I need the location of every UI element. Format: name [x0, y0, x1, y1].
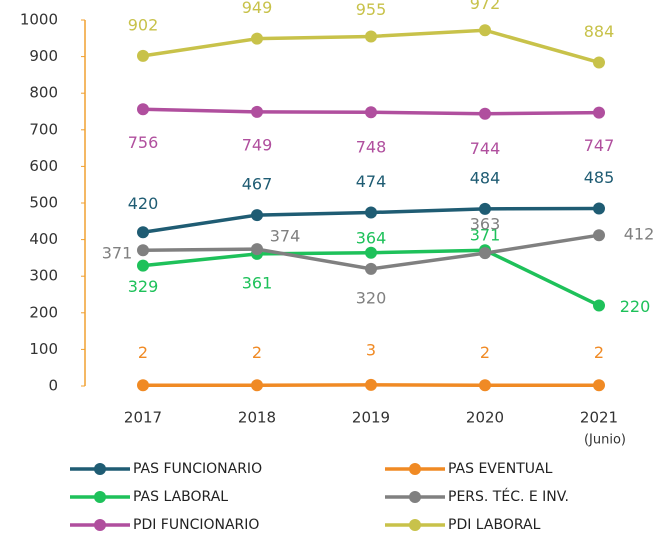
data-point [137, 259, 149, 272]
data-point [365, 206, 377, 219]
data-point [479, 379, 491, 392]
legend-label: PERS. TÉC. E INV. [448, 488, 569, 505]
data-label: 220 [620, 297, 651, 316]
data-point [137, 244, 149, 257]
legend-label: PAS FUNCIONARIO [133, 461, 262, 477]
data-label: 2 [480, 343, 490, 362]
legend-marker [409, 463, 421, 475]
data-label: 972 [470, 0, 501, 13]
legend-marker [409, 519, 421, 531]
data-label: 361 [242, 273, 273, 292]
y-tick-label: 0 [48, 377, 58, 395]
x-tick-label: 2019 [352, 409, 390, 427]
data-point [137, 379, 149, 392]
y-tick-label: 600 [29, 157, 58, 175]
data-label: 744 [470, 139, 501, 158]
legend-marker [409, 491, 421, 503]
data-point [593, 299, 605, 312]
legend-marker [94, 519, 106, 531]
data-label: 949 [242, 0, 273, 17]
data-point [593, 379, 605, 392]
x-category-note: (Junio) [584, 433, 626, 448]
data-label: 412 [624, 225, 655, 244]
data-point [479, 107, 491, 120]
legend-marker [94, 463, 106, 475]
y-tick-label: 100 [29, 340, 58, 358]
legend-label: PAS LABORAL [133, 489, 228, 505]
data-point [251, 105, 263, 118]
data-label: 748 [356, 138, 387, 157]
legend-label: PDI LABORAL [448, 517, 541, 533]
data-label: 902 [128, 15, 159, 34]
x-tick-label: 2017 [124, 409, 162, 427]
data-point [593, 106, 605, 119]
y-tick-label: 900 [29, 47, 58, 65]
data-label: 3 [366, 340, 376, 359]
legend-marker [94, 491, 106, 503]
data-label: 485 [584, 168, 615, 187]
data-point [365, 30, 377, 43]
data-label: 884 [584, 22, 615, 41]
data-point [479, 24, 491, 37]
data-label: 756 [128, 133, 159, 152]
data-point [137, 226, 149, 239]
y-tick-label: 1000 [20, 11, 58, 29]
legend-label: PAS EVENTUAL [448, 461, 553, 477]
data-label: 374 [270, 227, 301, 246]
data-point [137, 49, 149, 62]
data-point [593, 229, 605, 242]
data-point [593, 56, 605, 69]
data-label: 320 [356, 288, 387, 307]
data-point [365, 106, 377, 119]
legend-label: PDI FUNCIONARIO [133, 517, 259, 533]
data-label: 371 [470, 226, 501, 245]
data-point [137, 103, 149, 116]
data-label: 2 [594, 343, 604, 362]
x-tick-label: 2021 [580, 409, 618, 427]
data-label: 747 [584, 136, 615, 155]
data-point [593, 202, 605, 215]
data-label: 467 [242, 175, 273, 194]
data-point [251, 32, 263, 45]
data-label: 363 [470, 215, 501, 234]
x-tick-label: 2018 [238, 409, 276, 427]
data-label: 2 [252, 343, 262, 362]
y-tick-label: 200 [29, 303, 58, 321]
data-point [365, 378, 377, 391]
y-tick-label: 700 [29, 120, 58, 138]
data-label: 329 [128, 277, 159, 296]
data-label: 955 [356, 0, 387, 19]
data-label: 484 [470, 168, 501, 187]
y-tick-label: 400 [29, 230, 58, 248]
data-point [365, 246, 377, 259]
y-tick-label: 500 [29, 194, 58, 212]
data-point [251, 243, 263, 256]
data-label: 749 [242, 135, 273, 154]
data-label: 474 [356, 172, 387, 191]
data-point [251, 209, 263, 222]
x-tick-label: 2020 [466, 409, 504, 427]
y-tick-label: 800 [29, 84, 58, 102]
y-tick-label: 300 [29, 267, 58, 285]
data-point [479, 202, 491, 215]
data-label: 364 [356, 228, 387, 247]
data-label: 420 [128, 194, 159, 213]
data-point [251, 379, 263, 392]
data-label: 2 [138, 343, 148, 362]
data-point [365, 262, 377, 275]
data-point [479, 247, 491, 260]
data-label: 371 [102, 244, 133, 263]
